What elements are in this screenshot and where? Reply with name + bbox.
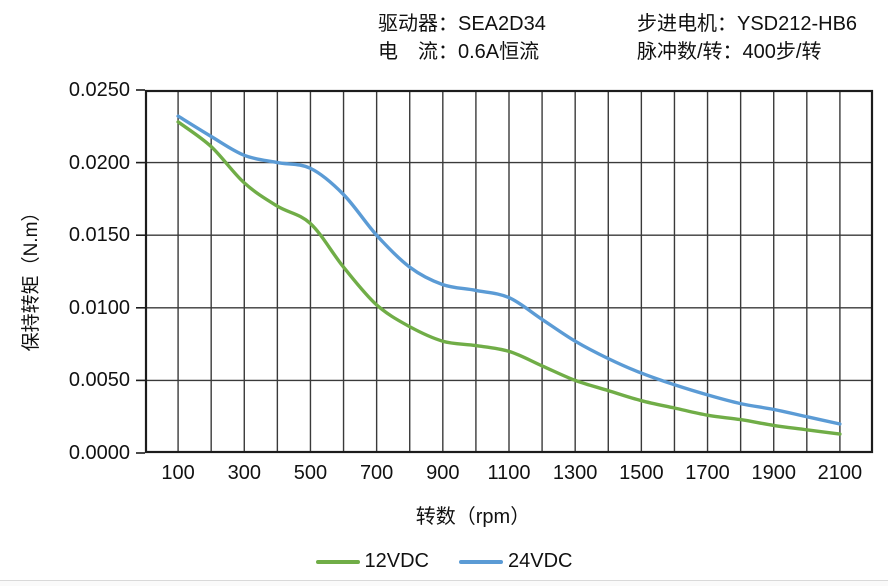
driver-info-text: 驱动器：SEA2D34 [378, 13, 546, 35]
legend-label-24vdc: 24VDC [508, 550, 573, 572]
x-tick-label: 2100 [817, 462, 863, 484]
bottom-edge-strip [0, 581, 888, 586]
curve-12vdc [176, 120, 842, 436]
x-tick-label: 700 [359, 462, 394, 484]
legend-label-12vdc: 12VDC [364, 550, 429, 572]
legend-line-swatch-24vdc [459, 559, 503, 564]
x-tick-label: 1700 [685, 462, 730, 484]
y-axis-title: 保持转矩（N.m） [21, 202, 42, 352]
chart-plot-area [136, 89, 874, 454]
x-tick-label: 1300 [552, 462, 598, 484]
x-tick-label: 1500 [619, 462, 664, 484]
x-tick-label: 300 [227, 462, 261, 484]
chart-legend: 12VDC 24VDC [0, 550, 888, 573]
y-tick-label: 0.0100 [68, 296, 130, 319]
plot-border [144, 89, 874, 454]
y-tick-label: 0.0050 [68, 369, 130, 392]
x-tick-label: 1900 [751, 462, 796, 484]
legend-item-12vdc: 12VDC [315, 550, 429, 573]
x-tick-label: 500 [293, 462, 328, 484]
pulses-per-rev-info-text: 脉冲数/转：400步/转 [637, 41, 822, 63]
current-info-text: 电 流：0.6A恒流 [378, 41, 540, 63]
y-tick-label: 0.0000 [68, 442, 130, 464]
y-tick-label: 0.0200 [68, 151, 130, 174]
legend-line-swatch-12vdc [315, 559, 360, 564]
x-tick-label: 100 [161, 462, 195, 484]
legend-item-24vdc: 24VDC [459, 550, 572, 573]
chart-canvas [136, 89, 874, 454]
x-axis-title: 转数（rpm） [415, 506, 531, 528]
curve-24vdc [176, 114, 842, 426]
y-tick-label: 0.0150 [68, 224, 130, 247]
x-tick-label: 1100 [487, 462, 531, 484]
bottom-divider-line [0, 580, 888, 581]
x-tick-label: 900 [426, 462, 460, 484]
motor-info-text: 步进电机：YSD212-HB6 [637, 13, 858, 35]
y-tick-label: 0.0250 [68, 79, 130, 101]
